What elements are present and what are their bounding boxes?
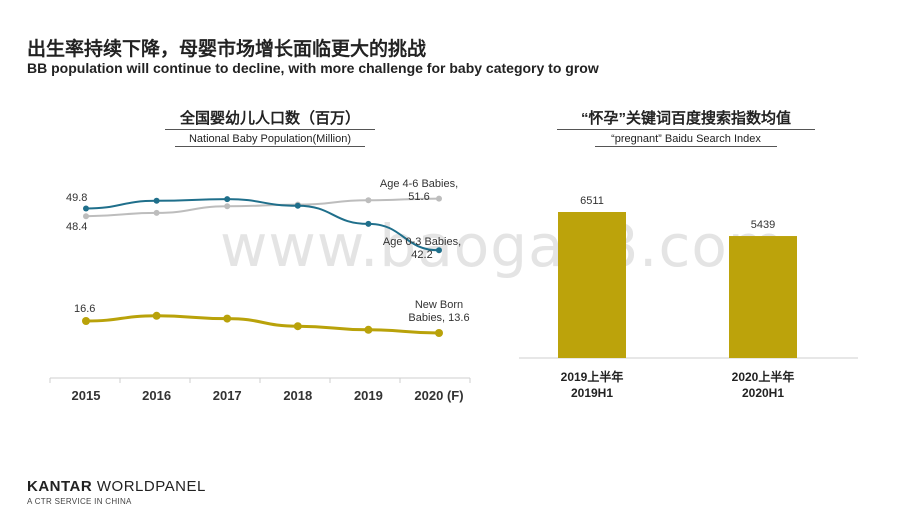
age46-end-label: 51.6	[408, 191, 429, 203]
data-point	[365, 220, 372, 227]
bar-category-label-en: 2020H1	[742, 386, 784, 400]
age46-start-label: 48.4	[66, 221, 87, 233]
bar-chart-title: “怀孕”关键词百度搜索指数均值	[580, 110, 791, 127]
line-chart-header: 全国婴幼儿人口数（百万） National Baby Population(Mi…	[160, 107, 380, 147]
x-tick-label: 2019	[354, 388, 383, 403]
brand-bold: KANTAR	[27, 478, 93, 495]
series-line-1	[85, 198, 440, 252]
x-tick-label: 2018	[283, 388, 312, 403]
data-point	[436, 195, 442, 202]
bar-chart-header: “怀孕”关键词百度搜索指数均值 “pregnant” Baidu Search …	[546, 107, 826, 147]
bar-chart-subtitle: “pregnant” Baidu Search Index	[611, 133, 761, 145]
data-point	[293, 322, 302, 331]
line-chart-subtitle: National Baby Population(Million)	[188, 133, 352, 145]
bar-category-label-cn: 2019上半年	[561, 369, 624, 384]
newborn-start-label: 16.6	[74, 303, 95, 315]
data-point	[435, 329, 443, 337]
data-point	[224, 196, 231, 203]
data-point	[223, 314, 232, 323]
age03-start-label: 49.8	[66, 192, 87, 204]
newborn-end-label: Babies, 13.6	[408, 312, 469, 324]
x-tick-label: 2017	[213, 388, 242, 403]
data-point	[224, 203, 231, 210]
bar-value-label: 6511	[580, 195, 604, 207]
data-point	[364, 325, 373, 334]
bar-category-label-en: 2019H1	[571, 386, 613, 400]
data-point	[83, 205, 89, 212]
bar-1	[558, 212, 626, 358]
line-chart-title: 全国婴幼儿人口数（百万）	[179, 110, 360, 127]
brand-tagline: A CTR SERVICE IN CHINA	[27, 497, 132, 506]
x-tick-label: 2016	[142, 388, 171, 403]
data-point	[82, 317, 90, 325]
data-point	[294, 202, 301, 209]
age46-series-name: Age 4-6 Babies,	[380, 178, 458, 190]
x-tick-label: 2020 (F)	[414, 388, 463, 403]
brand-rest: WORLDPANEL	[92, 478, 206, 495]
bar-2	[729, 236, 797, 358]
page-subtitle: BB population will continue to decline, …	[27, 60, 599, 76]
data-point	[365, 197, 372, 204]
page-title: 出生率持续下降，母婴市场增长面临更大的挑战	[27, 39, 427, 60]
series-line-2	[85, 314, 440, 335]
age03-series-name: Age 0-3 Babies,	[383, 236, 461, 248]
watermark: www.baogao8.com	[220, 212, 786, 280]
newborn-series-name: New Born	[415, 299, 463, 311]
data-point	[153, 209, 160, 216]
x-tick-label: 2015	[72, 388, 101, 403]
kantar-logo: KANTAR WORLDPANEL A CTR SERVICE IN CHINA	[27, 478, 206, 506]
age03-end-label: 42.2	[411, 249, 432, 261]
bar-value-label: 5439	[751, 219, 775, 231]
data-point	[436, 247, 442, 254]
data-point	[152, 311, 161, 320]
bar-category-label-cn: 2020上半年	[732, 369, 795, 384]
data-point	[153, 197, 160, 204]
data-point	[83, 213, 89, 220]
series-line-0	[85, 197, 440, 218]
